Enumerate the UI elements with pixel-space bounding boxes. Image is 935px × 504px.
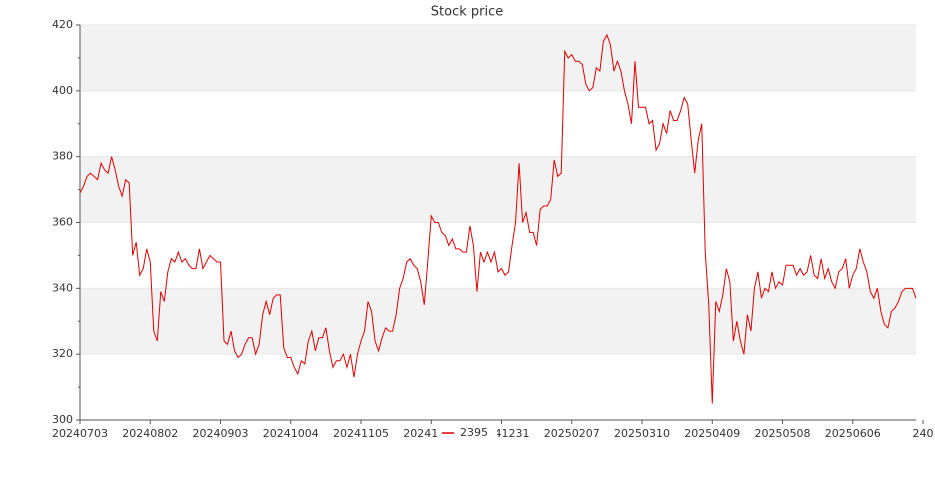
y-tick-label: 400	[52, 84, 73, 97]
y-tick-label: 360	[52, 216, 73, 229]
grid-band	[80, 354, 916, 420]
grid-band	[80, 25, 916, 91]
y-tick-label: 340	[52, 281, 73, 294]
grid-band	[80, 90, 916, 157]
legend-box	[437, 425, 497, 441]
x-tick-label: 20250207	[544, 427, 600, 440]
chart-title: Stock price	[431, 5, 503, 20]
legend-label: 2395	[460, 426, 488, 439]
x-tick-label: 20250508	[755, 427, 811, 440]
grid-band	[80, 222, 916, 289]
x-tick-label: 20250409	[684, 427, 740, 440]
x-tick-label: 20240703	[52, 427, 108, 440]
y-tick-label: 300	[52, 413, 73, 426]
x-tick-label: 20240802	[122, 427, 178, 440]
grid-band	[80, 156, 916, 223]
grid-band	[80, 288, 916, 355]
x-tick-label: 20250606	[825, 427, 881, 440]
x-tick-label: 20241105	[333, 427, 389, 440]
x-tick-label: 20241004	[263, 427, 319, 440]
x-tick-label: 20240903	[193, 427, 249, 440]
y-tick-label: 380	[52, 150, 73, 163]
x-tick-label: 240	[913, 427, 934, 440]
x-tick-label: 20250310	[614, 427, 670, 440]
y-tick-label: 320	[52, 347, 73, 360]
price-line	[79, 33, 917, 404]
y-tick-label: 420	[52, 18, 73, 31]
